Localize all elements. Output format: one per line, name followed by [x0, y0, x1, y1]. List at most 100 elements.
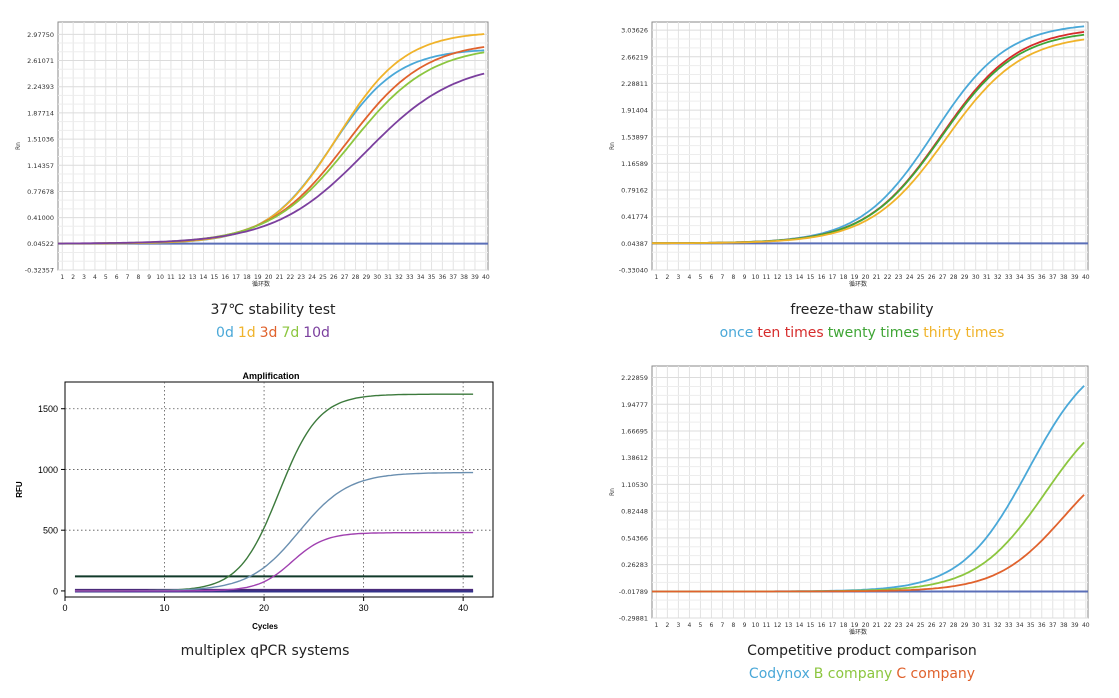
x-tick-label: 3: [677, 622, 681, 629]
x-tick-label: 22: [884, 274, 892, 281]
x-tick-label: 40: [458, 603, 468, 613]
x-tick-label: 38: [1060, 274, 1068, 281]
x-tick-label: 4: [688, 274, 692, 281]
x-tick-label: 4: [688, 622, 692, 629]
y-tick-label: 0.82448: [621, 508, 648, 516]
x-tick-label: 14: [796, 622, 804, 629]
x-tick-label: 23: [297, 274, 305, 281]
x-tick-label: 6: [710, 274, 714, 281]
x-tick-label: 19: [851, 274, 859, 281]
chart-37c-stability: -0.32357 0.04522 0.41000 0.77678 1.14357 1.51…: [15, 21, 490, 288]
x-tick-label: 37: [449, 274, 457, 281]
x-tick-label: 3: [82, 274, 86, 281]
x-tick-label: 18: [840, 274, 848, 281]
x-tick-label: 17: [232, 274, 240, 281]
y-tick-label: 1.66695: [621, 427, 648, 435]
x-tick-label: 5: [104, 274, 108, 281]
x-tick-label: 15: [807, 274, 815, 281]
y-tick-label: 0.41774: [621, 213, 648, 221]
x-tick-label: 13: [785, 622, 793, 629]
chart-freeze-thaw: -0.33040 0.04387 0.41774 0.79162 1.16589 1.53…: [609, 21, 1090, 288]
x-tick-label: 28: [950, 274, 958, 281]
x-tick-label: 33: [1005, 622, 1013, 629]
y-tick-label: 0.54366: [621, 534, 648, 542]
x-tick-label: 4: [93, 274, 97, 281]
plot-area: [57, 21, 489, 271]
y-tick-label: -0.29881: [619, 615, 648, 623]
legend-item: 1d: [237, 325, 256, 341]
x-tick-label: 30: [373, 274, 381, 281]
x-tick-label: 29: [961, 274, 969, 281]
x-tick-label: 10: [752, 274, 760, 281]
x-tick-label: 1: [654, 274, 658, 281]
y-tick-label: 2.97750: [27, 31, 54, 39]
x-tick-label: 15: [807, 622, 815, 629]
x-tick-label: 12: [178, 274, 186, 281]
x-tick-label: 27: [939, 274, 947, 281]
x-tick-label: 5: [699, 274, 703, 281]
x-tick-label: 27: [341, 274, 349, 281]
x-tick-label: 26: [928, 622, 936, 629]
x-tick-label: 39: [1071, 622, 1079, 629]
x-tick-label: 30: [359, 603, 369, 613]
caption-freeze-thaw: freeze-thaw stability: [790, 302, 934, 318]
series-line: [75, 531, 474, 592]
x-axis-label: Cycles: [252, 622, 278, 631]
x-tick-label: 1: [654, 622, 658, 629]
x-tick-label: 34: [417, 274, 425, 281]
x-tick-label: 13: [785, 274, 793, 281]
x-tick-label: 10: [160, 603, 170, 613]
x-tick-label: 16: [818, 274, 826, 281]
y-tick-label: 1.51036: [27, 136, 54, 144]
y-tick-label: 0.04522: [27, 240, 54, 248]
x-tick-label: 25: [917, 622, 925, 629]
x-tick-label: 29: [363, 274, 371, 281]
series-line: [58, 72, 485, 245]
x-tick-label: 39: [1071, 274, 1079, 281]
x-tick-label: 22: [287, 274, 295, 281]
x-tick-label: 1: [60, 274, 64, 281]
x-tick-label: 35: [428, 274, 436, 281]
legend-item: 10d: [303, 325, 330, 341]
x-tick-label: 24: [906, 274, 914, 281]
x-tick-label: 34: [1016, 274, 1024, 281]
y-tick-label: 0.26283: [621, 561, 648, 569]
x-tick-label: 27: [939, 622, 947, 629]
x-tick-label: 20: [862, 274, 870, 281]
x-tick-label: 8: [732, 622, 736, 629]
x-tick-label: 35: [1027, 622, 1035, 629]
chart-competitive: -0.29881 -0.01789 0.26283 0.54366 0.82448 1.1…: [609, 365, 1090, 636]
x-tick-label: 11: [763, 622, 771, 629]
x-tick-label: 11: [167, 274, 175, 281]
legend-item: thirty times: [923, 325, 1005, 341]
y-tick-label: 2.28811: [621, 80, 648, 88]
x-tick-label: 35: [1027, 274, 1035, 281]
x-tick-label: 36: [1038, 274, 1046, 281]
x-tick-label: 40: [482, 274, 490, 281]
x-axis-label: 循环数: [849, 628, 867, 636]
x-tick-label: 31: [983, 274, 991, 281]
x-tick-label: 22: [884, 622, 892, 629]
y-tick-label: 2.61071: [27, 57, 54, 65]
legend-37c-stability: 0d 1d 3d 7d 10d: [58, 325, 488, 341]
x-tick-label: 17: [829, 274, 837, 281]
x-tick-label: 14: [796, 274, 804, 281]
x-tick-label: 40: [1082, 274, 1090, 281]
x-tick-label: 25: [917, 274, 925, 281]
x-tick-label: 24: [308, 274, 316, 281]
caption-competitive: Competitive product comparison: [747, 643, 977, 659]
x-tick-label: 23: [895, 622, 903, 629]
legend-item: once: [719, 325, 754, 341]
series-line: [652, 38, 1085, 245]
x-tick-label: 24: [906, 622, 914, 629]
y-tick-label: -0.32357: [25, 267, 54, 275]
x-tick-label: 33: [406, 274, 414, 281]
x-tick-label: 8: [732, 274, 736, 281]
x-tick-label: 37: [1049, 274, 1057, 281]
y-tick-label: 3.03626: [621, 27, 648, 35]
x-axis-label: 循环数: [849, 280, 867, 288]
legend-freeze-thaw: once ten times twenty times thirty times: [652, 325, 1072, 341]
y-axis-label: Rn: [609, 142, 616, 150]
x-tick-label: 32: [994, 274, 1002, 281]
y-axis-label: RFU: [15, 481, 24, 498]
